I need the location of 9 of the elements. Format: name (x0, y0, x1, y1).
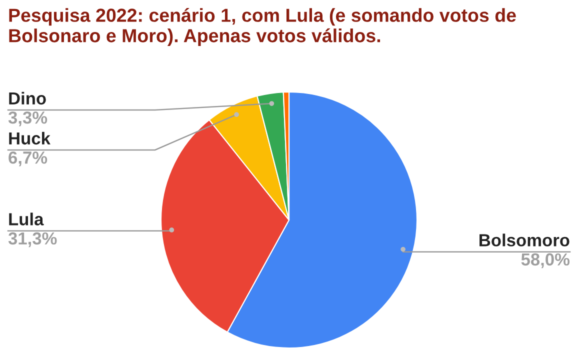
slice-label: Bolsomoro (480, 234, 570, 246)
data-label: 31,3% (8, 232, 57, 248)
data-label: 58,0% (521, 253, 570, 268)
slice-label: Lula (9, 212, 44, 226)
data-label: 6,7% (8, 151, 48, 166)
chart-title: Pesquisa 2022: cenário 1, com Lula (e somando votos de Bolsonaro e Moro). Apenas votos válidos. (9, 8, 516, 46)
data-label: 3,3% (8, 111, 48, 126)
slice-label: Dino (9, 92, 46, 105)
slice-label: Huck (9, 132, 50, 145)
